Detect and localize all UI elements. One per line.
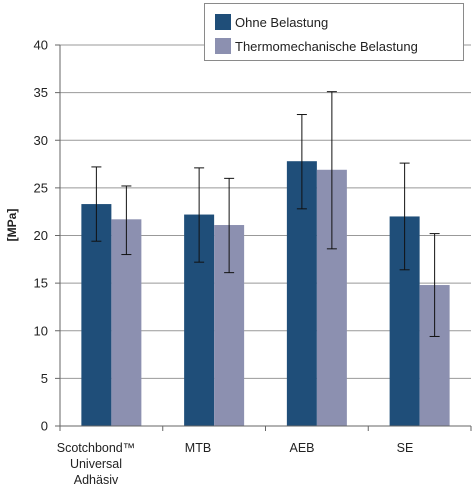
legend-swatch-series-1 [215,14,231,30]
legend-item-series-1: Ohne Belastung [215,11,328,33]
legend-item-series-2: Thermomechanische Belastung [215,35,418,57]
y-tick-label-0: 0 [41,419,48,434]
y-tick-label-30: 30 [34,133,48,148]
legend-label-series-2: Thermomechanische Belastung [235,38,418,54]
category-label-2: MTB [184,441,212,455]
y-tick-label-15: 15 [34,276,48,291]
category-label-3: AEB [289,441,315,455]
y-tick-label-35: 35 [34,85,48,100]
axes [59,45,472,431]
y-tick-label-25: 25 [34,180,48,195]
y-tick-label-5: 5 [41,371,48,386]
legend: Ohne Belastung Thermomechanische Belastu… [204,3,464,61]
y-tick-label-40: 40 [34,38,48,53]
y-tick-label-20: 20 [34,228,48,243]
legend-label-series-1: Ohne Belastung [235,14,329,30]
y-axis-label: [MPa] [5,208,19,242]
y-tick-label-10: 10 [34,323,48,338]
error-bars [91,91,440,337]
legend-swatch-series-2 [215,38,231,54]
bars [81,161,450,426]
category-label-4: SE [396,441,414,455]
category-label-1: Scotchbond™ Universal Adhäsiv [56,441,136,487]
y-tick-labels: 0 5 10 15 20 25 30 35 40 [34,38,48,434]
